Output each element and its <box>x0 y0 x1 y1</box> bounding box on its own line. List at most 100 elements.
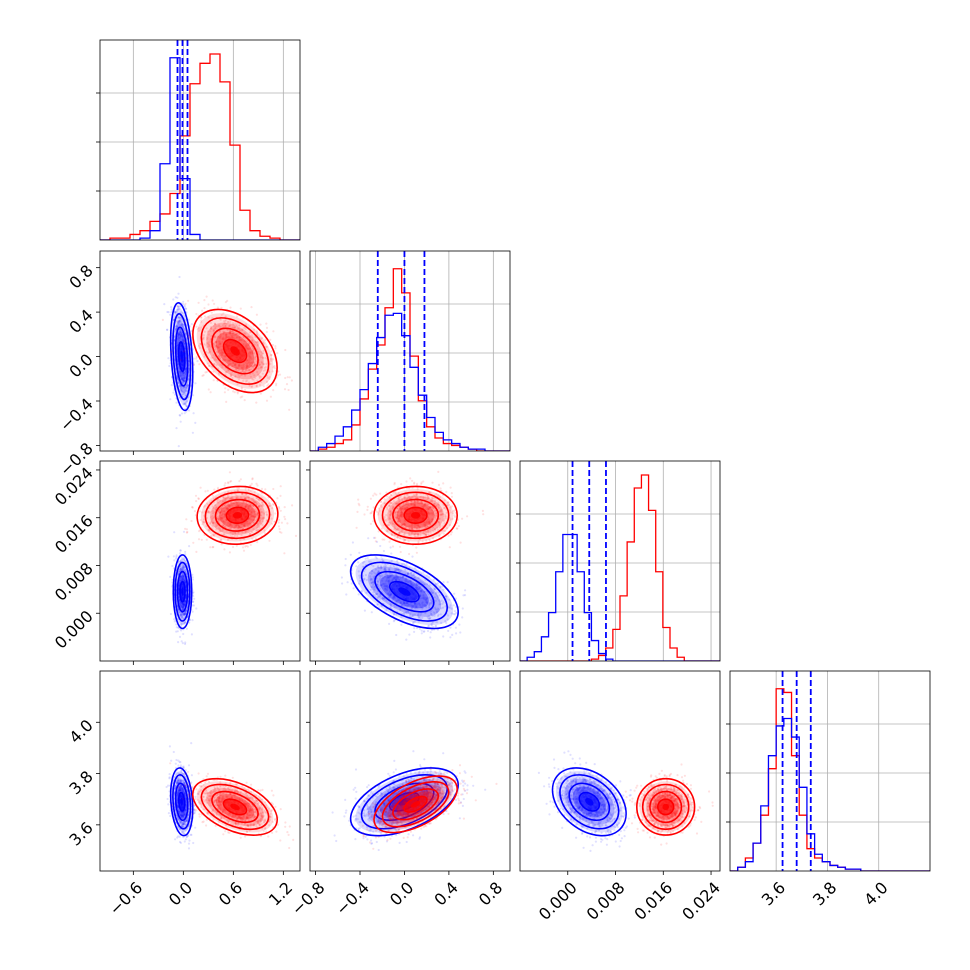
scatter-point <box>438 594 441 597</box>
scatter-point <box>248 342 251 345</box>
scatter-point <box>182 603 185 606</box>
scatter-point <box>212 356 215 359</box>
scatter-point <box>370 577 373 580</box>
scatter-point <box>410 571 413 575</box>
scatter-point <box>435 610 438 613</box>
scatter-point <box>248 517 251 520</box>
scatter-point <box>389 510 392 513</box>
scatter-point <box>185 531 188 534</box>
scatter-point <box>255 515 258 518</box>
scatter-point <box>244 497 247 500</box>
scatter-point <box>381 582 385 585</box>
scatter-point <box>235 323 238 326</box>
scatter-point <box>185 370 188 373</box>
scatter-point <box>272 503 275 507</box>
scatter-point <box>418 602 421 605</box>
scatter-point <box>219 510 222 514</box>
scatter-point <box>406 605 409 608</box>
scatter-point <box>182 605 185 608</box>
scatter-point <box>180 556 183 559</box>
scatter-point <box>182 602 185 605</box>
scatter-point <box>423 583 426 586</box>
scatter-point <box>182 606 185 609</box>
scatter-point <box>231 323 234 326</box>
scatter-point <box>220 510 224 513</box>
scatter-point <box>396 560 399 563</box>
scatter-point <box>428 596 431 599</box>
scatter-point <box>434 606 437 609</box>
scatter-point <box>217 340 220 343</box>
scatter-point <box>179 372 182 375</box>
scatter-point <box>439 586 442 589</box>
scatter-point <box>245 504 248 507</box>
scatter-point <box>434 528 437 531</box>
scatter-point <box>277 521 280 524</box>
scatter-point <box>431 591 434 594</box>
scatter-point <box>181 335 184 338</box>
scatter-point <box>270 359 273 362</box>
scatter-point <box>262 516 265 519</box>
scatter-point <box>222 520 225 523</box>
scatter-point <box>176 341 179 345</box>
scatter-point <box>437 613 440 616</box>
scatter-point <box>389 575 392 579</box>
scatter-point <box>444 515 447 518</box>
scatter-point <box>228 332 231 335</box>
scatter-point <box>410 605 413 608</box>
scatter-point <box>411 479 414 482</box>
scatter-point <box>224 514 227 517</box>
scatter-point <box>186 386 189 389</box>
scatter-point <box>211 299 214 302</box>
scatter-point <box>425 606 428 609</box>
scatter-point <box>374 593 377 596</box>
scatter-point <box>399 608 402 611</box>
scatter-point <box>179 334 182 337</box>
scatter-point <box>433 612 436 615</box>
scatter-point <box>182 563 185 566</box>
scatter-point <box>219 334 222 337</box>
scatter-point <box>392 565 395 568</box>
scatter-point <box>424 525 427 528</box>
scatter-point <box>220 543 223 546</box>
scatter-point <box>267 383 270 386</box>
scatter-point <box>203 299 206 302</box>
scatter-point <box>255 313 258 316</box>
scatter-point <box>431 513 434 516</box>
scatter-point <box>221 516 224 519</box>
scatter-point <box>183 392 186 395</box>
scatter-point <box>182 602 186 605</box>
scatter-point <box>262 512 265 515</box>
scatter-point <box>378 566 381 570</box>
scatter-point <box>395 566 398 570</box>
scatter-point <box>417 615 420 619</box>
scatter-point <box>242 363 245 366</box>
scatter-point <box>181 576 184 579</box>
scatter-point <box>177 322 180 325</box>
scatter-point <box>278 527 281 531</box>
scatter-point <box>254 515 257 518</box>
scatter-point <box>227 481 230 484</box>
scatter-point <box>250 531 254 534</box>
scatter-point <box>173 393 177 396</box>
scatter-point <box>182 577 185 581</box>
scatter-point <box>421 540 424 543</box>
scatter-point <box>258 504 261 508</box>
scatter-point <box>182 603 185 606</box>
scatter-point <box>388 567 391 571</box>
scatter-point <box>253 363 256 366</box>
scatter-point <box>388 593 391 597</box>
scatter-point <box>240 338 243 342</box>
scatter-point <box>387 580 390 583</box>
scatter-point <box>224 337 227 340</box>
scatter-point <box>224 503 227 506</box>
scatter-point <box>349 553 352 556</box>
scatter-point <box>248 347 251 350</box>
scatter-point <box>386 574 389 577</box>
scatter-point <box>221 500 225 503</box>
scatter-point <box>283 515 286 518</box>
scatter-point <box>251 385 254 388</box>
scatter-point <box>393 619 396 622</box>
scatter-point <box>202 336 205 339</box>
scatter-point <box>174 311 177 314</box>
scatter-point <box>180 615 184 618</box>
